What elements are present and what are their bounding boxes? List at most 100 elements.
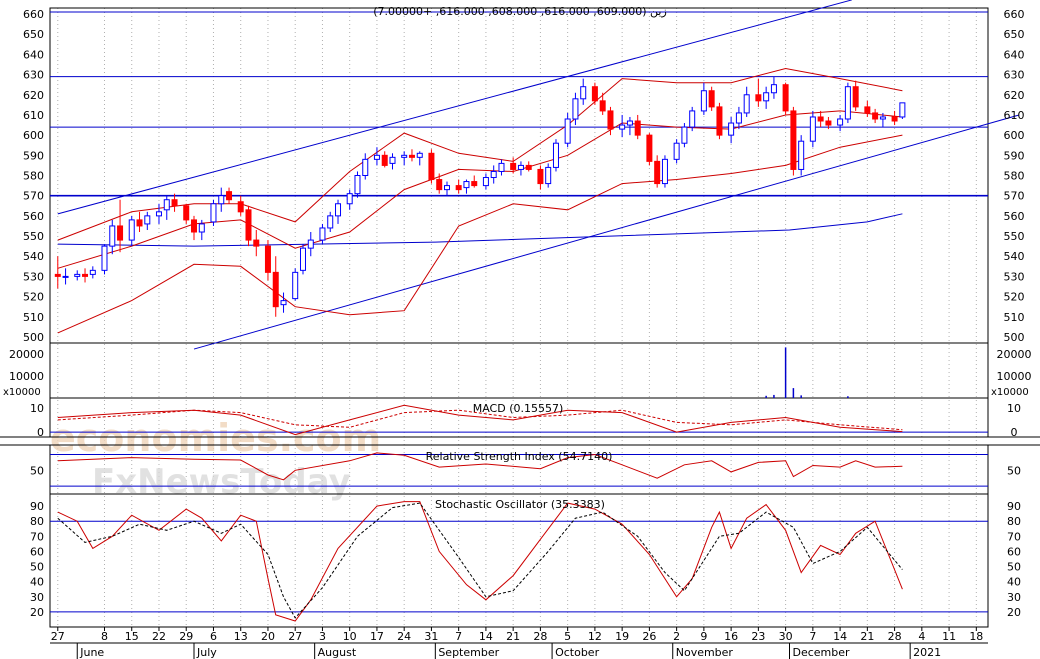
candle-down [782, 84, 789, 112]
stochastic-panel [50, 501, 988, 622]
price-tick-label-left: 660 [23, 8, 44, 21]
candle-down [82, 273, 89, 277]
candle-down [654, 160, 661, 185]
stochastic-k-line [57, 501, 903, 622]
price-panel [50, 0, 1020, 350]
x-day-label: 30 [779, 630, 793, 643]
candle-down [525, 164, 532, 170]
candle-down [817, 116, 824, 122]
x-day-label: 15 [125, 630, 139, 643]
price-tick-label-right: 560 [1004, 210, 1025, 223]
candle-up [144, 215, 151, 225]
candle-down [646, 134, 653, 162]
price-tick-label-right: 540 [1004, 250, 1025, 263]
candle-up [101, 245, 108, 271]
stochastic-tick-label-left: 20 [30, 606, 44, 619]
candle-down [755, 94, 762, 102]
watermark: economies.com FxNewsToday [50, 416, 381, 502]
price-tick-label-right: 650 [1004, 28, 1025, 41]
candle-down [852, 86, 859, 108]
x-day-label: 3 [319, 630, 326, 643]
candle-up [844, 86, 851, 120]
volume-tick-label-left: 10000 [9, 370, 44, 383]
stochastic-tick-label-left: 40 [30, 576, 44, 589]
rsi-tick-label-right: 50 [1007, 464, 1021, 477]
candle-down [537, 168, 544, 185]
price-tick-label-left: 510 [23, 311, 44, 324]
candle-down [716, 106, 723, 136]
candle-up [463, 181, 470, 189]
candle-down [264, 245, 271, 273]
stochastic-tick-label-right: 20 [1007, 606, 1021, 619]
stochastic-tick-label-right: 50 [1007, 561, 1021, 574]
candle-down [237, 201, 244, 213]
candle-up [735, 112, 742, 124]
candle-down [226, 191, 233, 201]
candle-down [790, 110, 797, 170]
candle-down [272, 271, 279, 308]
candle-up [389, 156, 396, 164]
price-tick-label-left: 500 [23, 331, 44, 344]
candle-up [128, 219, 135, 241]
stochastic-tick-label-right: 40 [1007, 576, 1021, 589]
x-day-label: 4 [918, 630, 925, 643]
price-tick-label-right: 570 [1004, 190, 1025, 203]
x-day-label: 10 [343, 630, 357, 643]
price-tick-label-right: 630 [1004, 69, 1025, 82]
candle-up [681, 126, 688, 144]
volume-unit-left: x10000 [3, 387, 41, 398]
x-month-label: 2021 [913, 646, 941, 659]
candle-up [416, 152, 423, 158]
candle-up [490, 170, 497, 179]
x-day-label: 12 [588, 630, 602, 643]
macd-title: MACD (0.15557) [473, 402, 564, 415]
candle-down [872, 112, 879, 120]
volume-tick-label-right: 20000 [997, 348, 1032, 361]
candle-up [837, 118, 844, 126]
x-day-label: 18 [969, 630, 983, 643]
candle-up [661, 158, 668, 185]
x-day-label: 14 [833, 630, 847, 643]
candle-up [689, 110, 696, 128]
stochastic-tick-label-left: 60 [30, 545, 44, 558]
candle-up [763, 92, 770, 102]
x-day-label: 21 [860, 630, 874, 643]
x-day-label: 16 [724, 630, 738, 643]
candle-up [89, 269, 96, 275]
x-day-label: 14 [479, 630, 493, 643]
candle-up [809, 116, 816, 142]
candle-up [482, 177, 489, 187]
stochastic-tick-label-right: 30 [1007, 591, 1021, 604]
price-tick-label-right: 500 [1004, 331, 1025, 344]
x-day-label: 19 [615, 630, 629, 643]
candle-up [545, 166, 552, 185]
candle-up [327, 215, 334, 229]
candle-down [117, 225, 124, 241]
x-day-label: 29 [179, 630, 193, 643]
x-day-label: 8 [101, 630, 108, 643]
price-tick-label-left: 570 [23, 190, 44, 203]
lower-channel-line [193, 114, 1020, 350]
x-day-label: 27 [288, 630, 302, 643]
candle-up [798, 140, 805, 170]
bollinger-middle-line [57, 110, 903, 269]
stochastic-tick-label-left: 90 [30, 500, 44, 513]
volume-tick-label-right: 10000 [997, 370, 1032, 383]
stochastic-tick-label-left: 80 [30, 515, 44, 528]
macd-line [57, 404, 903, 436]
x-day-label: 2 [673, 630, 680, 643]
price-tick-label-left: 540 [23, 250, 44, 263]
rsi-panel [50, 452, 988, 487]
x-day-label: 20 [261, 630, 275, 643]
price-tick-label-left: 530 [23, 270, 44, 283]
x-day-label: 13 [234, 630, 248, 643]
candle-down [510, 162, 517, 170]
macd-tick-label-right: 10 [1007, 402, 1021, 415]
x-day-label: 11 [942, 630, 956, 643]
x-day-label: 23 [751, 630, 765, 643]
x-month-label: July [196, 646, 217, 659]
price-tick-label-left: 650 [23, 28, 44, 41]
price-header: زين (609.000, 616.000, 608.000, 616.000,… [373, 5, 667, 18]
x-day-label: 17 [370, 630, 384, 643]
